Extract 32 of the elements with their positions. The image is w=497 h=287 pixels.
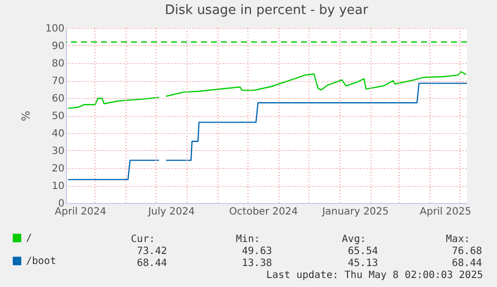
x-tick-label: July 2024 xyxy=(147,206,195,218)
x-tick-label: April 2024 xyxy=(54,206,106,218)
text: Last update: Thu May 8 02:00:03 2025 xyxy=(266,270,483,281)
legend-label: /boot xyxy=(26,256,56,267)
text: 68.44 xyxy=(452,258,482,269)
text: 76.68 xyxy=(452,246,482,257)
text: Cur: xyxy=(130,234,155,245)
x-tick-label: April 2025 xyxy=(420,206,472,218)
y-tick-label: 50 xyxy=(52,111,64,122)
y-tick-label: 40 xyxy=(52,128,64,140)
text: 68.44 xyxy=(136,258,167,269)
text: Min: xyxy=(236,234,260,245)
y-tick-label: 60 xyxy=(52,94,64,104)
y-tick-label: 10 xyxy=(52,181,64,192)
y-tick-label: 70 xyxy=(52,76,64,87)
y-tick-label: 30 xyxy=(52,146,64,157)
text: 49.63 xyxy=(242,246,272,257)
text: Avg: xyxy=(342,234,366,245)
legend-label: / xyxy=(26,233,32,244)
y-tick-label: 90 xyxy=(52,41,64,52)
x-tick-label: January 2025 xyxy=(321,206,389,218)
text: 13.38 xyxy=(242,258,272,269)
chart-title: Disk usage in percent - by year xyxy=(164,3,369,18)
y-tick-label: 20 xyxy=(52,164,64,174)
text: Max: xyxy=(446,234,470,245)
x-tick-label: October 2024 xyxy=(229,206,298,218)
text: 65.54 xyxy=(348,246,378,257)
y-axis-title: % xyxy=(19,110,32,122)
text: 45.13 xyxy=(348,258,378,269)
text: 73.42 xyxy=(136,246,167,257)
y-tick-label: 100 xyxy=(45,24,64,34)
y-tick-label: 80 xyxy=(52,58,64,70)
